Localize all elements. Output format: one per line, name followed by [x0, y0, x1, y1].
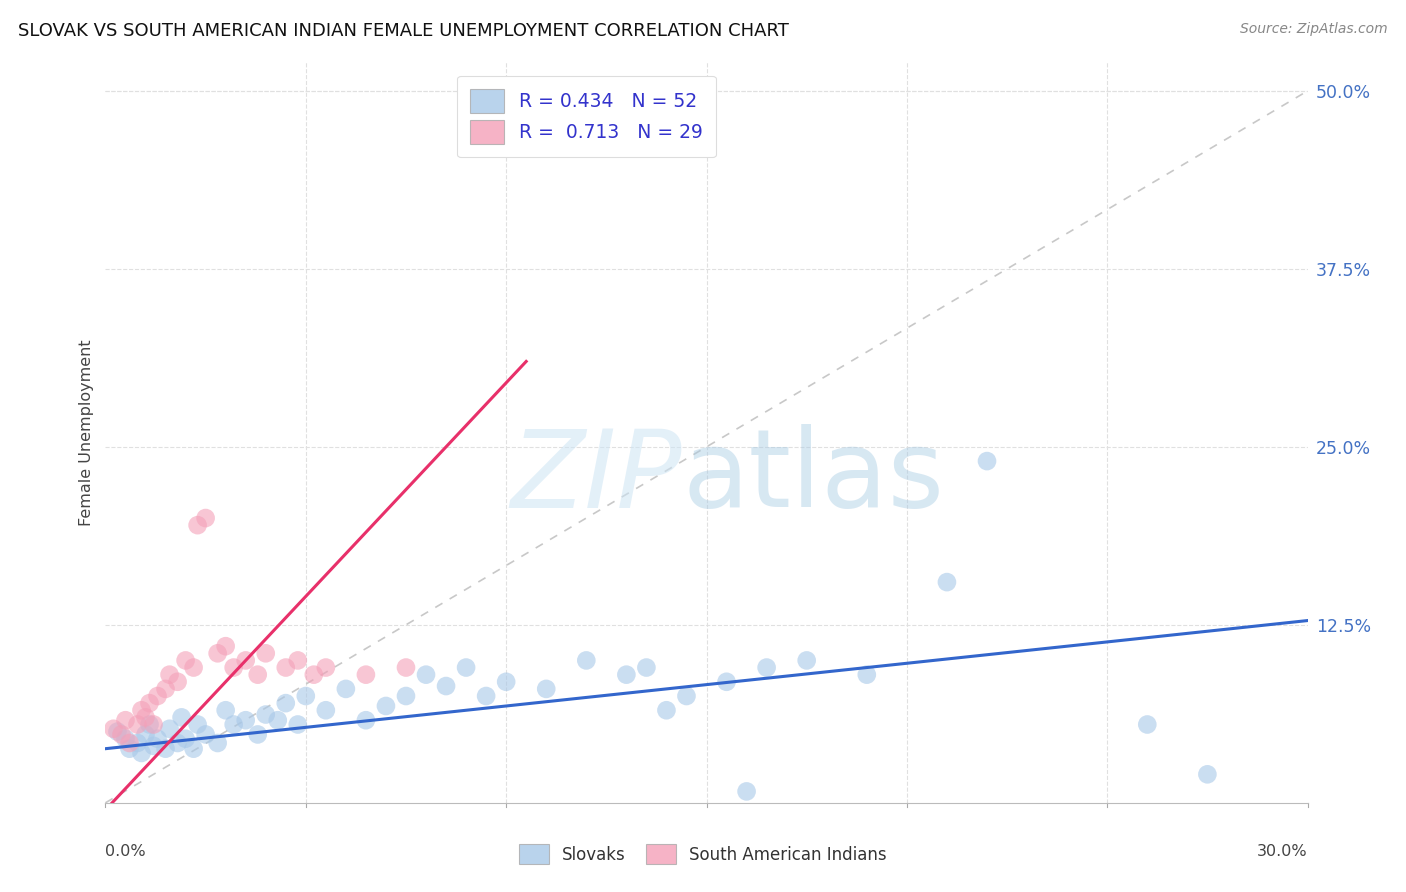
- Point: [146, 689, 169, 703]
- Point: [315, 703, 337, 717]
- Point: [110, 727, 132, 741]
- Point: [475, 689, 498, 703]
- Point: [274, 660, 297, 674]
- Point: [354, 713, 377, 727]
- Point: [267, 713, 290, 727]
- Point: [976, 454, 998, 468]
- Point: [287, 653, 309, 667]
- Point: [222, 660, 245, 674]
- Point: [302, 667, 325, 681]
- Point: [716, 674, 738, 689]
- Point: [170, 710, 193, 724]
- Point: [287, 717, 309, 731]
- Point: [159, 667, 181, 681]
- Text: Source: ZipAtlas.com: Source: ZipAtlas.com: [1240, 22, 1388, 37]
- Point: [155, 741, 177, 756]
- Point: [1197, 767, 1219, 781]
- Text: ZIP: ZIP: [510, 425, 682, 530]
- Point: [207, 646, 229, 660]
- Y-axis label: Female Unemployment: Female Unemployment: [79, 339, 94, 526]
- Point: [194, 727, 217, 741]
- Point: [155, 681, 177, 696]
- Point: [246, 667, 269, 681]
- Point: [755, 660, 778, 674]
- Point: [235, 653, 257, 667]
- Point: [936, 575, 959, 590]
- Text: 30.0%: 30.0%: [1257, 845, 1308, 859]
- Point: [127, 736, 149, 750]
- Point: [174, 653, 197, 667]
- Point: [159, 722, 181, 736]
- Point: [187, 717, 209, 731]
- Point: [675, 689, 697, 703]
- Point: [222, 717, 245, 731]
- Point: [254, 646, 277, 660]
- Point: [187, 518, 209, 533]
- Point: [636, 660, 658, 674]
- Point: [655, 703, 678, 717]
- Point: [315, 660, 337, 674]
- Point: [183, 741, 205, 756]
- Point: [354, 667, 377, 681]
- Point: [194, 511, 217, 525]
- Point: [103, 722, 125, 736]
- Point: [235, 713, 257, 727]
- Point: [616, 667, 638, 681]
- Point: [495, 674, 517, 689]
- Legend: R = 0.434   N = 52, R =  0.713   N = 29: R = 0.434 N = 52, R = 0.713 N = 29: [457, 76, 716, 158]
- Point: [142, 717, 165, 731]
- Point: [207, 736, 229, 750]
- Point: [254, 707, 277, 722]
- Text: 0.0%: 0.0%: [105, 845, 146, 859]
- Point: [855, 667, 877, 681]
- Point: [796, 653, 818, 667]
- Point: [735, 784, 758, 798]
- Point: [142, 739, 165, 753]
- Point: [131, 703, 153, 717]
- Point: [214, 703, 236, 717]
- Point: [434, 679, 457, 693]
- Point: [274, 696, 297, 710]
- Point: [395, 660, 418, 674]
- Point: [138, 717, 160, 731]
- Point: [454, 660, 477, 674]
- Point: [146, 731, 169, 746]
- Point: [246, 727, 269, 741]
- Point: [295, 689, 318, 703]
- Point: [575, 653, 598, 667]
- Point: [135, 727, 157, 741]
- Point: [107, 724, 129, 739]
- Point: [166, 736, 188, 750]
- Point: [174, 731, 197, 746]
- Legend: Slovaks, South American Indians: Slovaks, South American Indians: [512, 838, 894, 871]
- Point: [183, 660, 205, 674]
- Point: [114, 713, 136, 727]
- Point: [214, 639, 236, 653]
- Point: [131, 746, 153, 760]
- Point: [114, 731, 136, 746]
- Point: [135, 710, 157, 724]
- Text: SLOVAK VS SOUTH AMERICAN INDIAN FEMALE UNEMPLOYMENT CORRELATION CHART: SLOVAK VS SOUTH AMERICAN INDIAN FEMALE U…: [18, 22, 789, 40]
- Point: [374, 698, 398, 713]
- Text: atlas: atlas: [682, 424, 945, 530]
- Point: [534, 681, 557, 696]
- Point: [395, 689, 418, 703]
- Point: [118, 736, 141, 750]
- Point: [415, 667, 437, 681]
- Point: [138, 696, 160, 710]
- Point: [335, 681, 357, 696]
- Point: [1136, 717, 1159, 731]
- Point: [127, 717, 149, 731]
- Point: [118, 741, 141, 756]
- Point: [166, 674, 188, 689]
